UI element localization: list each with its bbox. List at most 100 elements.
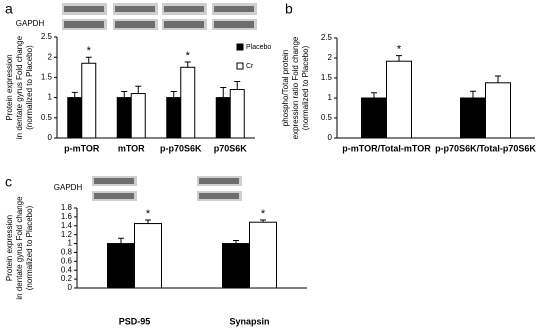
error-bar xyxy=(135,85,142,94)
blots-a xyxy=(62,3,257,30)
bar xyxy=(386,60,412,139)
blot xyxy=(115,6,155,12)
legend-label: Cr xyxy=(246,63,254,70)
y-tick-label: 0 xyxy=(48,133,53,142)
bar xyxy=(81,62,97,139)
y-tick-label: 1.4 xyxy=(61,221,73,230)
bar xyxy=(180,66,196,139)
bar xyxy=(116,97,132,139)
y-axis-label: (normalized to Placebo) xyxy=(301,45,310,130)
bar xyxy=(107,243,135,289)
blot xyxy=(164,21,204,28)
significance-mark: * xyxy=(87,45,92,57)
bar xyxy=(460,97,486,139)
bar xyxy=(166,97,182,139)
y-tick-label: 1.5 xyxy=(41,73,53,82)
y-tick-label: 1.8 xyxy=(61,203,73,212)
blot xyxy=(199,193,239,199)
error-bar xyxy=(233,239,239,244)
y-tick-label: 0.2 xyxy=(61,274,73,283)
y-axis-label: in dentate gyrus Fold change xyxy=(15,35,24,139)
error-bar xyxy=(220,87,227,98)
error-bar xyxy=(260,219,266,223)
blots-c xyxy=(92,176,242,201)
blot xyxy=(64,6,104,12)
error-bar xyxy=(118,237,124,244)
y-axis-label: phospho/Total protein xyxy=(281,50,290,127)
y-tick-label: 0.5 xyxy=(321,113,333,122)
error-bar xyxy=(121,91,128,98)
bar xyxy=(361,97,387,139)
x-tick-label: Synapsin xyxy=(229,316,269,326)
significance-mark: * xyxy=(397,44,402,56)
y-tick-label: 0.5 xyxy=(41,113,53,122)
significance-mark: * xyxy=(261,208,266,220)
blot-label: GAPDH xyxy=(16,19,45,28)
error-bar xyxy=(184,61,191,68)
error-bar xyxy=(495,75,501,83)
panel-label: a xyxy=(5,1,13,17)
x-tick-label: mTOR xyxy=(118,143,145,153)
error-bar xyxy=(85,56,92,64)
x-tick-label: p-mTOR/Total-mTOR xyxy=(342,143,431,153)
blot xyxy=(94,178,134,184)
y-tick-label: 1 xyxy=(48,93,53,102)
y-tick-label: 0.8 xyxy=(61,248,73,257)
y-tick-label: 1 xyxy=(68,239,73,248)
bar xyxy=(249,221,277,289)
panel-label: b xyxy=(285,1,293,17)
bar xyxy=(229,89,245,139)
panel-label: c xyxy=(5,174,12,190)
error-bar xyxy=(145,219,151,224)
blot xyxy=(199,178,239,184)
y-axis-label: expression ratio Fold change xyxy=(291,36,300,139)
legend-swatch xyxy=(236,62,244,70)
y-axis-label: (normalized to Placebo) xyxy=(25,205,34,290)
y-axis-label: Protein expression xyxy=(5,215,14,281)
error-bar xyxy=(170,91,177,98)
bar xyxy=(134,223,162,289)
blot xyxy=(214,6,254,12)
y-tick-label: 0.6 xyxy=(61,256,73,265)
y-axis-label: in dentate gyrus Fold change xyxy=(15,196,24,300)
y-tick-label: 1 xyxy=(328,93,333,102)
legend-label: Placebo xyxy=(246,44,271,51)
x-tick-label: PSD-95 xyxy=(119,316,151,326)
error-bar xyxy=(470,90,476,98)
x-tick-label: p-p70S6K/Total-p70S6K xyxy=(435,143,536,153)
x-tick-label: p70S6K xyxy=(214,143,248,153)
y-tick-label: 2 xyxy=(328,53,333,62)
y-axis-label: Protein expression xyxy=(5,54,14,120)
y-tick-label: 1.6 xyxy=(61,212,73,221)
x-tick-label: p-mTOR xyxy=(64,143,100,153)
significance-mark: * xyxy=(186,50,191,62)
error-bar xyxy=(71,91,78,98)
y-axis-label: (normalized to Placebo) xyxy=(25,45,34,130)
error-bar xyxy=(396,55,402,62)
y-tick-label: 1.5 xyxy=(321,73,333,82)
blot xyxy=(164,6,204,12)
bar xyxy=(67,97,83,139)
y-tick-label: 1.2 xyxy=(61,230,73,239)
significance-mark: * xyxy=(146,208,151,220)
bar xyxy=(215,97,231,139)
x-tick-label: p-p70S6K xyxy=(160,143,202,153)
blot xyxy=(64,21,104,28)
blot xyxy=(94,193,134,199)
y-tick-label: 2 xyxy=(48,52,53,61)
bar xyxy=(130,93,146,139)
y-tick-label: 2.5 xyxy=(321,33,333,42)
blot xyxy=(214,21,254,28)
blot-label: GAPDH xyxy=(54,183,83,192)
bar xyxy=(485,82,511,139)
y-tick-label: 0 xyxy=(68,283,73,292)
error-bar xyxy=(234,80,241,90)
y-tick-label: 0 xyxy=(328,133,333,142)
y-tick-label: 0.4 xyxy=(61,265,73,274)
blot xyxy=(115,21,155,28)
legend-swatch xyxy=(236,43,244,51)
bar xyxy=(222,243,250,289)
y-tick-label: 2.5 xyxy=(41,32,53,41)
error-bar xyxy=(371,92,377,98)
